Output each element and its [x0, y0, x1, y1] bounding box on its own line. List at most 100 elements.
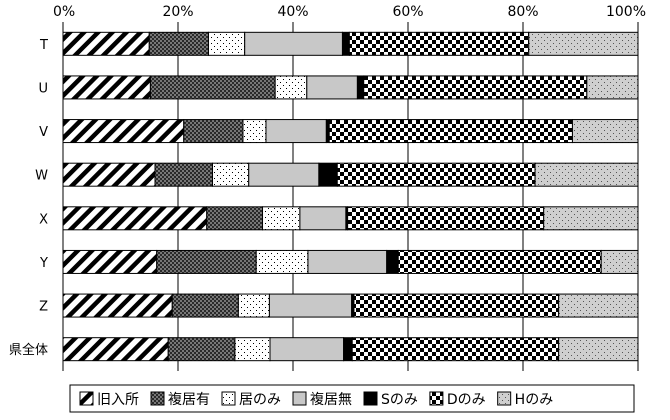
bar-segment [244, 31, 343, 56]
bar-segment [62, 206, 208, 231]
bar-segment [148, 31, 209, 56]
bar-segment [183, 119, 244, 144]
legend-swatch [363, 391, 378, 406]
bar-segment [586, 75, 639, 100]
bar-segment [212, 162, 250, 187]
bar-segment [268, 293, 353, 318]
bar-segment [149, 75, 276, 100]
bar-segment [600, 249, 639, 274]
bar-segment [363, 75, 588, 100]
bar-segment [207, 31, 246, 56]
category-label: T [39, 38, 48, 53]
legend-label: Hのみ [515, 392, 554, 408]
bar-segment [328, 119, 573, 144]
bar-segment [543, 206, 639, 231]
bar-segment [62, 31, 150, 56]
x-tick-label: 0% [53, 4, 75, 20]
bar-segment [206, 206, 264, 231]
legend-item: 複居無 [292, 391, 352, 408]
category-label: 県全体 [9, 342, 48, 358]
bar-row [62, 31, 639, 56]
bar-segment [336, 162, 536, 187]
bar-row [62, 119, 639, 144]
bar-row [62, 249, 639, 274]
bar-segment [62, 75, 151, 100]
bar-segment [351, 337, 560, 362]
bar-segment [62, 162, 156, 187]
bar-segment [269, 337, 345, 362]
bar-segment [62, 337, 169, 362]
bar-segment [343, 337, 353, 362]
bar-segment [307, 249, 388, 274]
category-label: V [39, 125, 48, 140]
legend-swatch [150, 391, 165, 406]
bar-segment [571, 119, 639, 144]
legend-swatch [221, 391, 236, 406]
bar-segment [341, 31, 350, 56]
legend-swatch [497, 391, 512, 406]
bar-row [62, 337, 639, 362]
bar-segment [356, 75, 365, 100]
legend-label: 複居有 [168, 391, 210, 408]
legend-item: Dのみ [429, 391, 486, 408]
bar-segment [265, 119, 327, 144]
legend-swatch [292, 391, 307, 406]
bar-segment [171, 293, 239, 318]
legend-label: Sのみ [381, 392, 418, 408]
legend-item: Hのみ [497, 391, 554, 408]
legend-label: Dのみ [447, 392, 486, 408]
bar-segment [306, 75, 358, 100]
legend-label: 旧入所 [97, 392, 139, 408]
bar-segment [242, 119, 267, 144]
bar-segment [62, 119, 185, 144]
bar-segment [262, 206, 301, 231]
bar-row [62, 206, 639, 231]
bar-segment [62, 293, 173, 318]
bar-segment [167, 337, 236, 362]
legend-item: 複居有 [150, 391, 210, 408]
bar-segment [397, 249, 602, 274]
category-label: Y [39, 256, 48, 271]
x-tick-label: 20% [162, 4, 193, 20]
bar-segment [348, 31, 530, 56]
bar-segment [386, 249, 399, 274]
bars [62, 31, 639, 362]
x-tick-label: 80% [507, 4, 538, 20]
bar-segment [248, 162, 320, 187]
legend-item: Sのみ [363, 391, 418, 408]
bar-segment [255, 249, 309, 274]
bar-segment [62, 249, 158, 274]
bar-segment [353, 293, 560, 318]
legend-swatch [429, 391, 444, 406]
grid-lines [62, 22, 639, 371]
legend-item: 居のみ [221, 391, 281, 408]
x-tick-label: 100% [606, 4, 646, 20]
bar-row [62, 75, 639, 100]
bar-segment [237, 293, 270, 318]
bar-segment [154, 162, 213, 187]
bar-segment [156, 249, 257, 274]
category-label: Z [39, 300, 48, 315]
x-tick-label: 60% [392, 4, 423, 20]
bar-segment [347, 206, 545, 231]
bar-row [62, 293, 639, 318]
bar-segment [534, 162, 639, 187]
category-label: W [35, 169, 48, 184]
bar-segment [318, 162, 338, 187]
bar-segment [558, 293, 639, 318]
x-axis-ticks: 0% 20% 40% 60% 80% 100% [53, 4, 646, 20]
legend: 旧入所 複居有 居のみ 複居無 Sのみ Dのみ Hのみ [69, 384, 635, 413]
bar-segment [299, 206, 347, 231]
bar-segment [558, 337, 639, 362]
legend-swatch [79, 391, 94, 406]
bar-row [62, 162, 639, 187]
x-tick-label: 40% [277, 4, 308, 20]
bar-segment [528, 31, 639, 56]
legend-label: 居のみ [239, 392, 281, 408]
legend-item: 旧入所 [79, 391, 139, 408]
legend-label: 複居無 [310, 391, 352, 408]
category-label: X [39, 212, 48, 227]
category-label: U [38, 81, 48, 96]
category-labels: T U V W X Y Z 県全体 [9, 38, 48, 358]
